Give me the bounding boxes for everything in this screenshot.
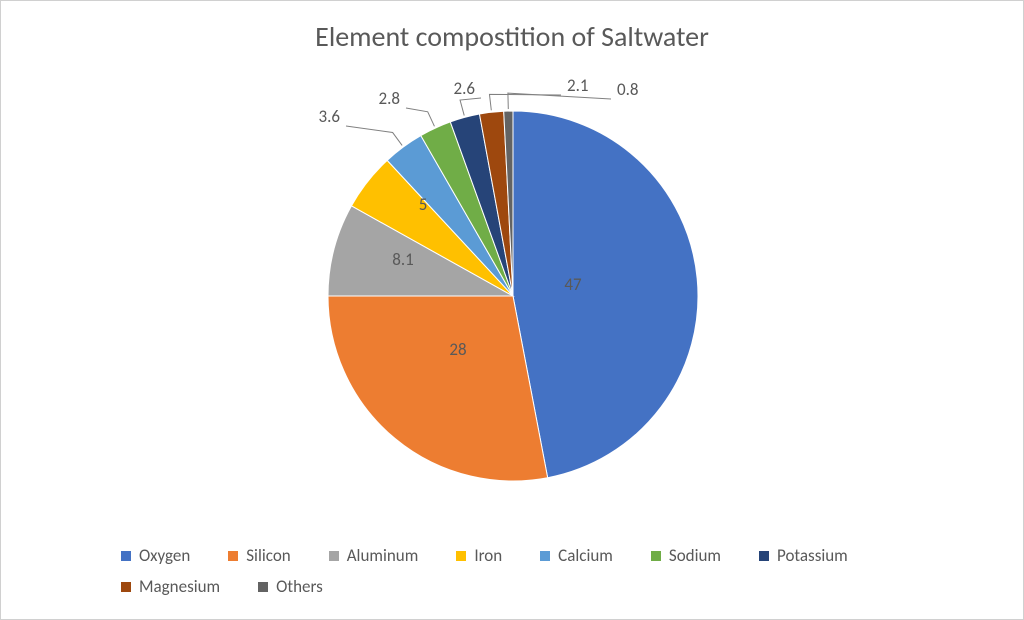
leader-line	[346, 126, 402, 145]
legend-label: Silicon	[246, 545, 290, 566]
slice-label: 8.1	[392, 249, 414, 270]
legend-item: Iron	[456, 545, 502, 566]
legend-item: Aluminum	[329, 545, 419, 566]
legend-label: Oxygen	[139, 545, 190, 566]
legend-item: Sodium	[651, 545, 721, 566]
legend-label: Magnesium	[139, 576, 220, 597]
legend-item: Potassium	[759, 545, 848, 566]
leader-line	[406, 108, 434, 126]
legend-label: Potassium	[777, 545, 848, 566]
legend-swatch	[759, 551, 769, 561]
slice-label: 5	[419, 194, 428, 215]
slice-label: 0.8	[617, 79, 639, 100]
legend-label: Sodium	[669, 545, 721, 566]
legend-swatch	[121, 582, 131, 592]
legend-item: Others	[258, 576, 323, 597]
legend: Oxygen Silicon Aluminum Iron Calcium Sodium Po…	[121, 545, 903, 597]
legend-swatch	[540, 551, 550, 561]
pie-slice	[328, 296, 548, 481]
legend-swatch	[651, 551, 661, 561]
legend-item: Calcium	[540, 545, 613, 566]
slice-label: 28	[449, 339, 466, 360]
chart-frame: Element compostition of Saltwater 47 28 8.…	[0, 0, 1024, 620]
legend-label: Calcium	[558, 545, 613, 566]
legend-label: Others	[276, 576, 323, 597]
slice-label: 2.6	[453, 78, 475, 99]
leader-line	[489, 94, 561, 110]
leader-line	[460, 98, 481, 115]
slice-label: 47	[564, 274, 582, 295]
legend-swatch	[258, 582, 268, 592]
pie-chart: 47 28 8.1 5 3.6 2.8 2.6 2.1 0.8	[1, 71, 1024, 511]
legend-swatch	[329, 551, 339, 561]
legend-swatch	[121, 551, 131, 561]
legend-swatch	[228, 551, 238, 561]
legend-item: Silicon	[228, 545, 290, 566]
legend-swatch	[456, 551, 466, 561]
legend-item: Oxygen	[121, 545, 190, 566]
pie-slice	[513, 111, 698, 478]
slice-label: 3.6	[318, 106, 340, 127]
legend-item: Magnesium	[121, 576, 220, 597]
slice-label: 2.1	[567, 75, 589, 96]
chart-title: Element compostition of Saltwater	[1, 19, 1023, 54]
legend-label: Iron	[474, 545, 502, 566]
legend-label: Aluminum	[347, 545, 419, 566]
slice-label: 2.8	[378, 88, 400, 109]
